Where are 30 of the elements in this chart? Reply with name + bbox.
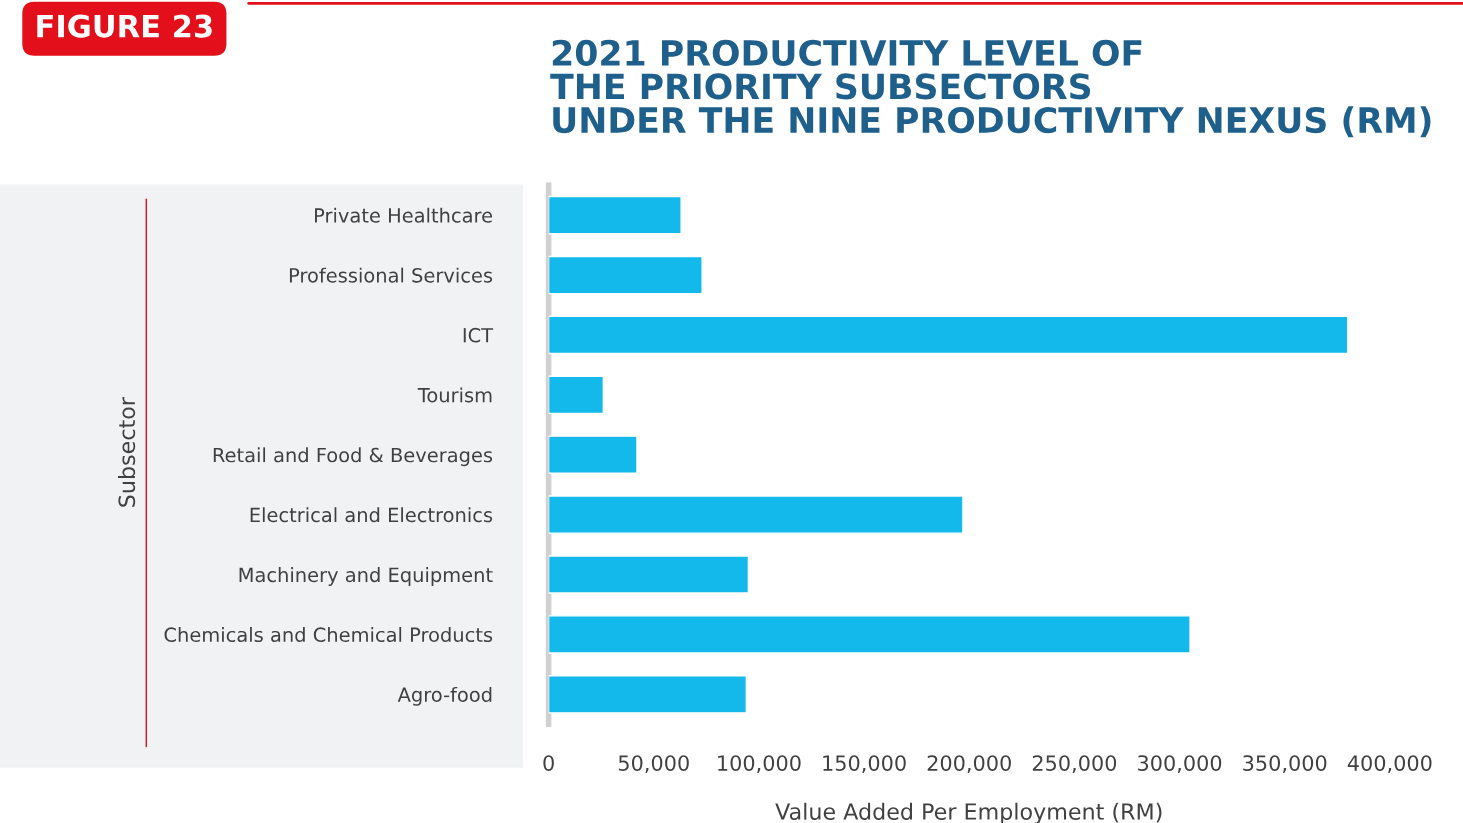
y-tick-label: Machinery and Equipment: [239, 567, 493, 586]
x-tick-label: 50,000: [618, 755, 689, 774]
x-tick-label: 400,000: [1347, 755, 1432, 774]
bar: [548, 315, 1349, 355]
x-tick-label: 200,000: [927, 755, 1011, 774]
bar: [548, 495, 964, 534]
x-tick-label: 250,000: [1032, 755, 1117, 774]
x-tick-label: 150,000: [823, 755, 906, 774]
x-tick-label: 100,000: [718, 755, 801, 774]
x-tick-label: 350,000: [1243, 755, 1327, 774]
bar: [548, 435, 638, 474]
chart-title: 2021 PRODUCTIVITY LEVEL OF THE PRIORITY SUBSECTORS UNDER THE NINE PRODUCTIVITY NEXUS (RM): [550, 39, 1431, 138]
y-tick-label: Agro-food: [397, 686, 492, 706]
bar: [548, 255, 703, 295]
x-tick-label: 0: [543, 755, 554, 771]
y-tick-label: ICT: [463, 327, 494, 343]
x-tick-label: 300,000: [1138, 755, 1222, 774]
y-tick-label: Retail and Food & Beverages: [213, 447, 493, 467]
y-tick-label: Electrical and Electronics: [250, 507, 493, 523]
y-tick-label: Private Healthcare: [315, 207, 493, 223]
y-tick-label: Professional Services: [289, 267, 493, 283]
y-tick-label: Chemicals and Chemical Products: [164, 627, 493, 643]
y-tick-label: Tourism: [417, 387, 492, 403]
bar: [548, 555, 750, 594]
bar: [548, 675, 748, 714]
y-axis-title: Subsector: [117, 397, 136, 507]
caption: FIGURE 23: [37, 14, 212, 38]
bar: [548, 375, 604, 415]
bar: [548, 615, 1191, 654]
bar: [548, 195, 682, 235]
